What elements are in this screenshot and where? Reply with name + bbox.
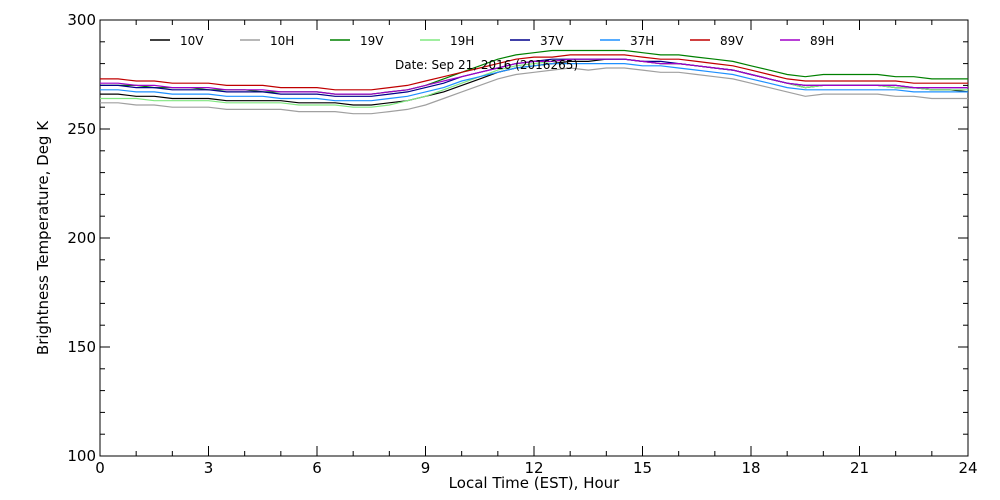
y-tick-label: 300 xyxy=(67,11,96,29)
legend-label-89h: 89H xyxy=(810,34,834,48)
tick-labels: 0 3 6 9 12 15 18 21 24 100 150 200 250 300 xyxy=(67,11,977,477)
legend-label-10v: 10V xyxy=(180,34,204,48)
legend-label-10h: 10H xyxy=(270,34,294,48)
y-tick-label: 200 xyxy=(67,229,96,247)
legend-label-37v: 37V xyxy=(540,34,564,48)
series-lines xyxy=(100,49,969,115)
x-axis-title: Local Time (EST), Hour xyxy=(449,474,620,492)
y-tick-label: 100 xyxy=(67,447,96,465)
legend-label-19h: 19H xyxy=(450,34,474,48)
y-tick-label: 150 xyxy=(67,338,96,356)
x-tick-label: 24 xyxy=(958,459,977,477)
x-tick-label: 21 xyxy=(850,459,869,477)
x-tick-label: 9 xyxy=(421,459,431,477)
x-tick-label: 3 xyxy=(204,459,214,477)
series-line-89v xyxy=(100,54,968,91)
y-axis-title: Brightness Temperature, Deg K xyxy=(34,120,52,355)
y-tick-label: 250 xyxy=(67,120,96,138)
legend-label-19v: 19V xyxy=(360,34,384,48)
chart-subtitle: Date: Sep 21, 2016 (2016265) xyxy=(395,58,578,72)
series-line-89h xyxy=(100,58,968,95)
legend: 10V 10H 19V 19H 37V 37H 89V 89H xyxy=(150,34,834,48)
axis-ticks xyxy=(99,19,969,457)
x-tick-label: 6 xyxy=(312,459,322,477)
legend-label-89v: 89V xyxy=(720,34,744,48)
x-tick-label: 15 xyxy=(633,459,652,477)
x-tick-label: 12 xyxy=(524,459,543,477)
series-line-37h xyxy=(100,62,968,102)
series-line-10h xyxy=(100,67,968,115)
legend-label-37h: 37H xyxy=(630,34,654,48)
x-tick-label: 18 xyxy=(741,459,760,477)
x-tick-label: 0 xyxy=(95,459,105,477)
